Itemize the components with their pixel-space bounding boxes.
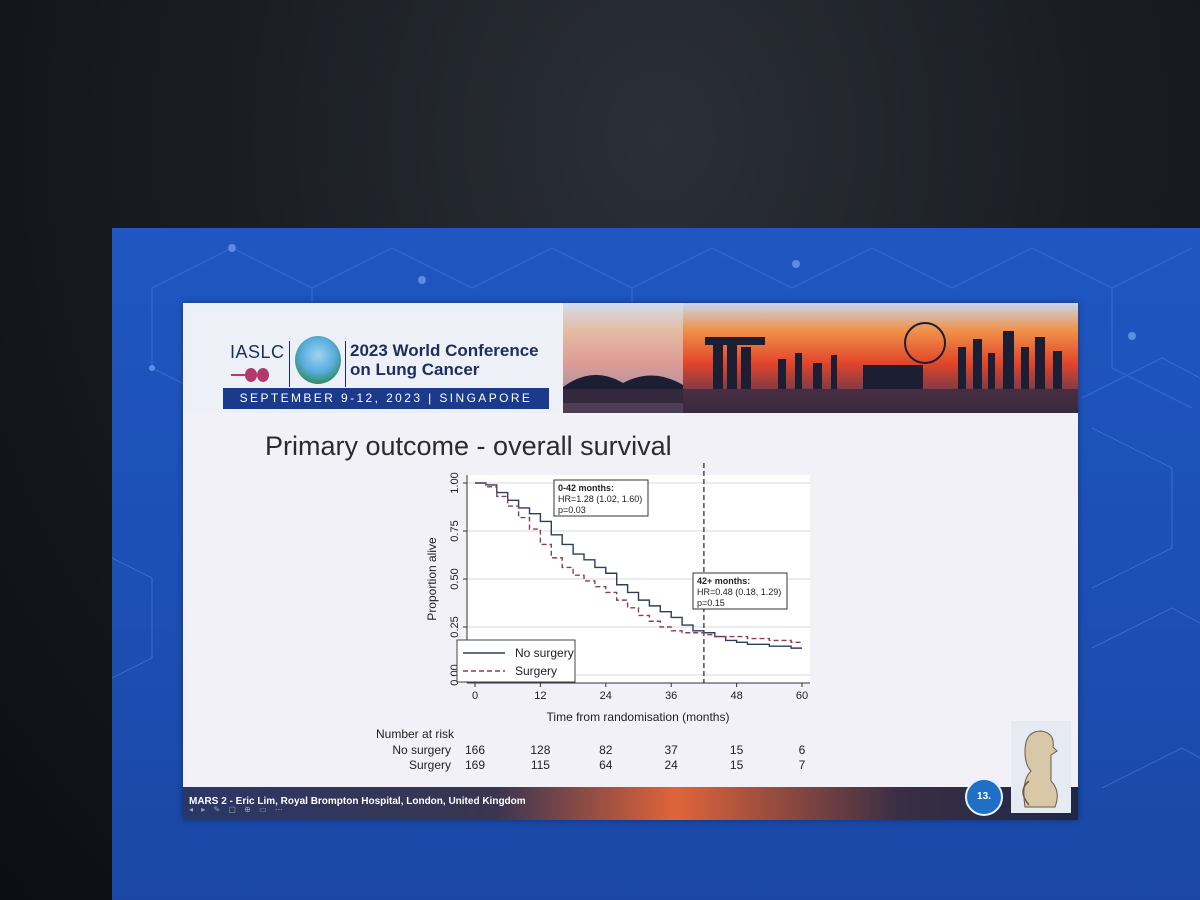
footer-credit: MARS 2 - Eric Lim, Royal Brompton Hospit… bbox=[189, 796, 526, 807]
annotation-early-line-1: 0-42 months: bbox=[558, 483, 614, 493]
logo-divider bbox=[345, 341, 346, 387]
risk-row-label: No surgery bbox=[392, 743, 451, 757]
risk-cell: 7 bbox=[798, 758, 806, 772]
supertree-logo-icon bbox=[295, 336, 341, 384]
x-tick-label: 36 bbox=[665, 690, 677, 702]
annotation-late-line-1: 42+ months: bbox=[697, 576, 750, 586]
y-tick-label: 0.50 bbox=[449, 568, 461, 589]
slideshow-controls[interactable]: ◂ ▸ ✎ ▢ ⊕ ▭ ⋯ bbox=[189, 805, 286, 814]
y-axis-ticks: 0.000.250.500.751.00 bbox=[449, 472, 467, 686]
risk-table-header: Number at risk bbox=[376, 727, 455, 741]
slide-footer-bar bbox=[183, 787, 1078, 820]
x-tick-label: 60 bbox=[796, 690, 808, 702]
y-tick-label: 0.25 bbox=[449, 616, 461, 637]
conference-title: 2023 World Conference on Lung Cancer bbox=[350, 341, 539, 379]
conference-banner: IASLC 2023 World Conference on Lung Canc… bbox=[183, 303, 1078, 413]
risk-cell: 15 bbox=[729, 758, 744, 772]
risk-cell: 15 bbox=[729, 743, 744, 757]
hexagon-pattern bbox=[112, 244, 1200, 789]
risk-cell: 82 bbox=[599, 743, 613, 757]
x-tick-label: 24 bbox=[600, 690, 612, 702]
annotation-early-line-2: HR=1.28 (1.02, 1.60) bbox=[558, 494, 642, 504]
x-tick-label: 0 bbox=[472, 690, 478, 702]
conference-title-line-2: on Lung Cancer bbox=[350, 360, 480, 379]
x-tick-label: 48 bbox=[730, 690, 742, 702]
series-line-surgery bbox=[475, 482, 803, 645]
logo-divider bbox=[289, 341, 290, 387]
lungs-icon bbox=[231, 368, 269, 382]
singapore-skyline-image bbox=[563, 303, 1078, 413]
legend-label-no-surgery: No surgery bbox=[515, 646, 574, 660]
conference-dates: SEPTEMBER 9-12, 2023 | SINGAPORE bbox=[223, 388, 549, 409]
series-line-no-surgery bbox=[475, 482, 802, 649]
risk-row-label: Surgery bbox=[408, 758, 451, 772]
iaslc-logo-text: IASLC bbox=[230, 342, 285, 362]
presentation-slide: IASLC 2023 World Conference on Lung Canc… bbox=[183, 303, 1078, 820]
annotation-late: 42+ months: HR=0.48 (0.18, 1.29) p=0.15 bbox=[692, 572, 788, 610]
risk-cell: 166 bbox=[464, 743, 486, 757]
survival-curves bbox=[475, 482, 803, 649]
risk-cell: 128 bbox=[530, 743, 551, 757]
risk-cell: 24 bbox=[664, 758, 678, 772]
merlion-icon bbox=[1011, 721, 1071, 813]
x-tick-label: 12 bbox=[534, 690, 546, 702]
risk-cell: 37 bbox=[664, 743, 678, 757]
y-tick-label: 0.75 bbox=[449, 520, 461, 541]
survival-chart: 0.000.250.500.751.00 0 12 24 36 48 60 Proport… bbox=[425, 463, 810, 724]
legend-label-surgery: Surgery bbox=[515, 664, 557, 678]
risk-cell: 6 bbox=[798, 743, 806, 757]
slide-number-badge: 13. bbox=[965, 778, 1003, 816]
annotation-early: 0-42 months: HR=1.28 (1.02, 1.60) p=0.03 bbox=[553, 479, 649, 517]
y-axis-label: Proportion alive bbox=[425, 537, 439, 621]
risk-cell: 115 bbox=[530, 758, 550, 772]
risk-cell: 64 bbox=[599, 758, 613, 772]
annotation-late-line-3: p=0.15 bbox=[697, 598, 725, 608]
x-axis-ticks: 0 12 24 36 48 60 bbox=[472, 683, 808, 702]
x-axis-label: Time from randomisation (months) bbox=[547, 710, 730, 724]
annotation-late-line-2: HR=0.48 (0.18, 1.29) bbox=[697, 587, 781, 597]
conference-title-line-1: 2023 World Conference bbox=[350, 341, 539, 360]
slide-title: Primary outcome - overall survival bbox=[265, 431, 672, 461]
risk-cell: 169 bbox=[464, 758, 486, 772]
annotation-early-line-3: p=0.03 bbox=[558, 505, 586, 515]
y-tick-label: 1.00 bbox=[449, 472, 461, 493]
legend: No surgery Surgery bbox=[456, 639, 576, 683]
